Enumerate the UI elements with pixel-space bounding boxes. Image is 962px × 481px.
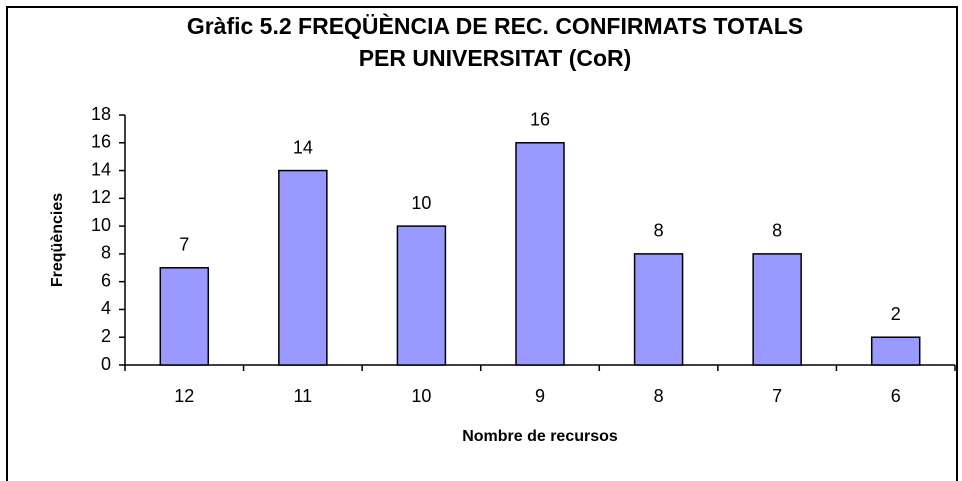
- chart-title: PER UNIVERSITAT (CoR): [359, 45, 632, 71]
- data-label: 7: [179, 235, 189, 255]
- y-tick-label: 2: [101, 326, 111, 346]
- bar: [159, 267, 210, 366]
- bar: [752, 253, 802, 366]
- x-tick-label: 11: [294, 386, 313, 406]
- y-axis-title: Freqüències: [49, 193, 66, 287]
- data-label: 2: [891, 304, 901, 324]
- x-tick-label: 7: [772, 386, 782, 406]
- bar: [633, 253, 684, 366]
- x-tick-label: 6: [891, 386, 901, 406]
- y-tick-label: 6: [101, 270, 111, 290]
- y-tick-label: 0: [101, 354, 111, 374]
- y-tick-label: 10: [91, 215, 111, 235]
- x-axis-title: Nombre de recursos: [462, 428, 618, 445]
- x-tick-label: 10: [411, 386, 431, 406]
- bar: [870, 336, 921, 366]
- data-label: 16: [530, 110, 550, 130]
- y-tick-label: 18: [91, 104, 111, 124]
- y-tick-label: 16: [91, 132, 111, 152]
- x-tick-label: 12: [174, 386, 194, 406]
- data-label: 8: [772, 221, 782, 241]
- y-tick-label: 8: [101, 243, 111, 263]
- y-tick-label: 14: [91, 159, 111, 179]
- y-tick-label: 12: [91, 187, 111, 207]
- data-label: 10: [411, 193, 431, 213]
- x-tick-label: 8: [654, 386, 664, 406]
- data-label: 14: [293, 137, 313, 157]
- data-label: 8: [654, 221, 664, 241]
- y-tick-label: 4: [101, 298, 111, 318]
- bar: [396, 225, 447, 366]
- bar: [278, 169, 328, 366]
- frame: [6, 6, 958, 481]
- bar: [515, 142, 565, 366]
- x-tick-label: 9: [535, 386, 545, 406]
- chart-title: Gràfic 5.2 FREQÜÈNCIA DE REC. CONFIRMATS…: [187, 12, 803, 39]
